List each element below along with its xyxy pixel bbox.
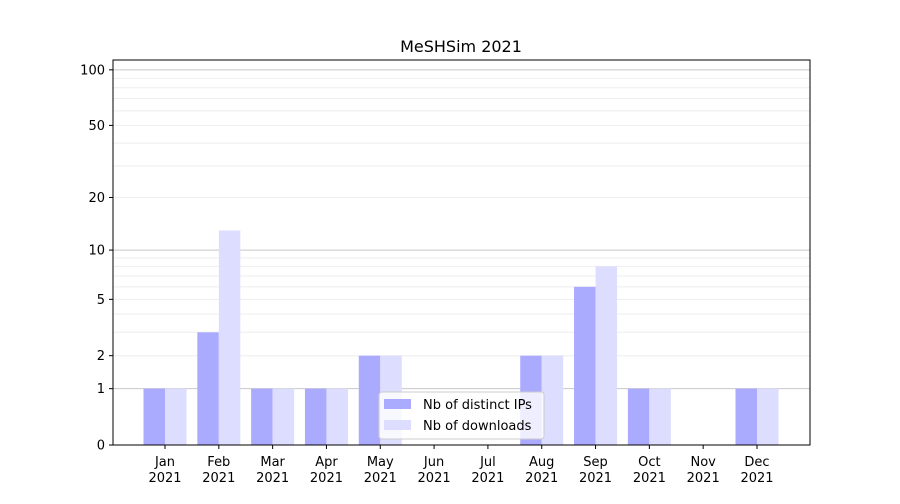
x-tick-label: Jan 2021 xyxy=(148,455,181,486)
bar-distinct-ips xyxy=(358,355,381,445)
bar-distinct-ips xyxy=(251,388,273,445)
legend-label: Nb of distinct IPs xyxy=(423,398,532,413)
x-tick-label: Mar 2021 xyxy=(256,455,289,486)
legend-swatch xyxy=(384,420,411,430)
x-axis: Jan 2021 Feb 2021 Mar 2021 Apr 2021 May 2021 Jun 20… xyxy=(148,445,774,486)
y-tick-label: 2 xyxy=(97,349,105,364)
bar-distinct-ips xyxy=(304,388,327,445)
x-tick-label: Nov 2021 xyxy=(687,455,720,486)
bar-downloads xyxy=(757,388,779,445)
legend-swatch xyxy=(384,399,411,409)
y-tick-label: 10 xyxy=(88,244,105,259)
x-tick-label: May 2021 xyxy=(364,455,397,486)
x-tick-label: Apr 2021 xyxy=(310,455,343,486)
y-tick-label: 20 xyxy=(88,191,105,206)
y-axis: 0 1 2 5 10 20 50 100 xyxy=(80,63,113,454)
bar-downloads xyxy=(326,388,348,445)
plot-frame xyxy=(112,59,811,446)
x-tick-label: Dec 2021 xyxy=(740,455,773,486)
x-tick-label: Sep 2021 xyxy=(579,455,612,486)
x-tick-label: Feb 2021 xyxy=(202,455,235,486)
bar-downloads xyxy=(595,266,618,445)
y-tick-label: 5 xyxy=(97,293,105,308)
chart-title: MeSHSim 2021 xyxy=(400,37,522,56)
x-tick-label: Jul 2021 xyxy=(471,455,504,486)
bar-distinct-ips xyxy=(197,332,219,445)
legend: Nb of distinct IPs Nb of downloads xyxy=(378,391,545,440)
y-tick-label: 0 xyxy=(97,439,105,454)
x-tick-label: Aug 2021 xyxy=(525,455,558,486)
bar-distinct-ips xyxy=(143,388,165,445)
bar-distinct-ips xyxy=(627,388,650,445)
y-tick-label: 50 xyxy=(88,119,105,134)
bar-downloads xyxy=(541,355,564,445)
x-tick-label: Jun 2021 xyxy=(418,455,451,486)
bar-downloads xyxy=(165,388,187,445)
y-tick-label: 1 xyxy=(97,382,105,397)
bar-distinct-ips xyxy=(574,286,596,445)
bar-distinct-ips xyxy=(735,388,757,445)
x-tick-label: Oct 2021 xyxy=(633,455,666,486)
bar-downloads xyxy=(218,230,241,445)
bar-downloads xyxy=(272,388,295,445)
y-tick-label: 100 xyxy=(80,63,105,78)
bar-downloads xyxy=(649,388,671,445)
legend-label: Nb of downloads xyxy=(423,419,532,434)
